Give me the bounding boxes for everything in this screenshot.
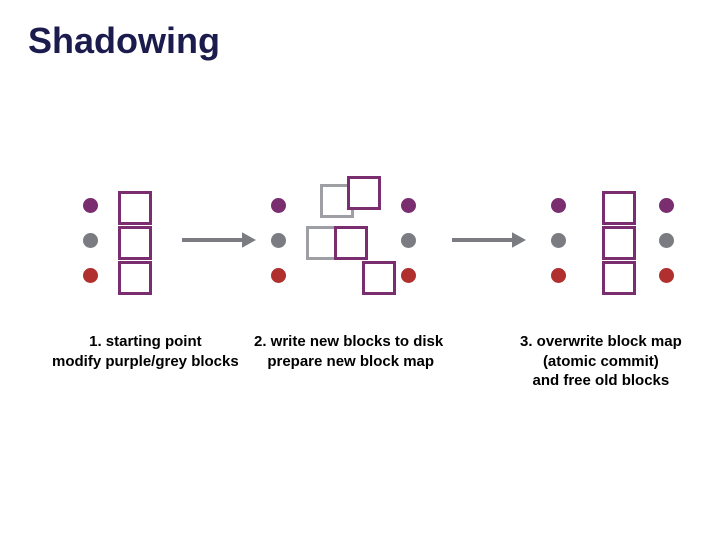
stage-caption-1: 1. starting point modify purple/grey blo… (52, 332, 239, 371)
stage-caption-3: 3. overwrite block map (atomic commit) a… (520, 332, 682, 391)
stage-caption-2: 2. write new blocks to disk prepare new … (254, 332, 443, 371)
transition-arrow (0, 0, 720, 540)
